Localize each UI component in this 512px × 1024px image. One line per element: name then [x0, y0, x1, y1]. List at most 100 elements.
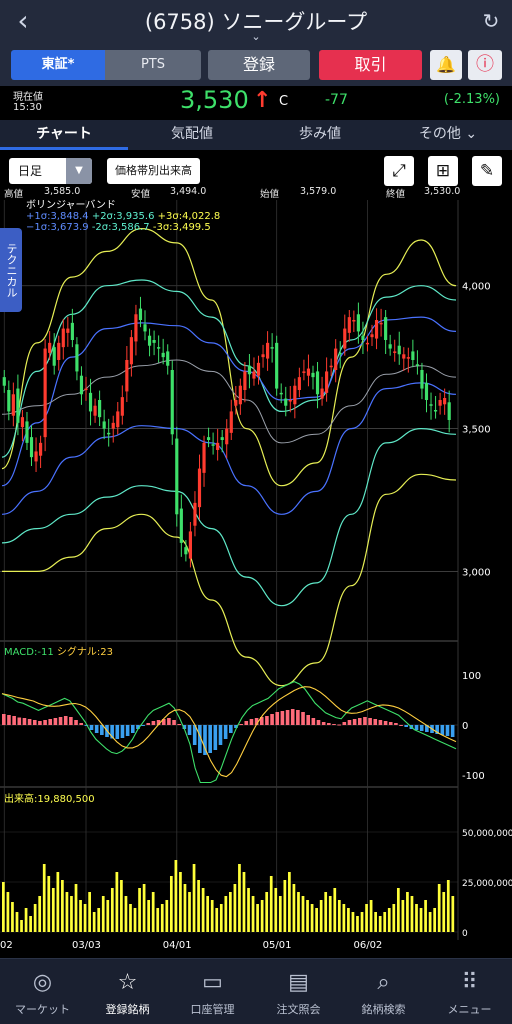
- tab-ticks[interactable]: 歩み値: [299, 126, 341, 142]
- macd-bar: [130, 725, 135, 733]
- quote-time: 15:30: [13, 102, 42, 113]
- tab-chart[interactable]: チャート: [0, 120, 128, 150]
- nav-market[interactable]: ◎ マーケット: [0, 959, 85, 1024]
- volume-bar: [351, 912, 355, 932]
- bb-minus2-line: [1, 427, 457, 607]
- macd-bar: [399, 725, 403, 726]
- current-price-label: 現在値: [13, 92, 43, 103]
- macd-bar: [172, 720, 176, 725]
- candle-body: [138, 308, 143, 320]
- volume-bar: [292, 884, 296, 932]
- volume-bar: [120, 880, 123, 932]
- bottom-nav: ◎ マーケット ☆ 登録銘柄 ▭ 口座管理 ▤ 注文照会 ⌕ 銘柄検索 ⠿ メニ…: [0, 958, 512, 1024]
- chart-grid: [0, 200, 459, 940]
- volume-bar: [2, 882, 5, 932]
- candle-body: [188, 531, 192, 559]
- volume-bar: [106, 900, 110, 932]
- candle-body: [311, 372, 315, 378]
- candle-body: [147, 335, 152, 346]
- refresh-icon[interactable]: ↻: [482, 9, 500, 33]
- info-icon[interactable]: ⓘ: [468, 50, 502, 80]
- candlesticks: [2, 296, 451, 568]
- pts-market-button[interactable]: PTS: [105, 50, 201, 80]
- technical-tab[interactable]: テクニカル: [0, 228, 22, 312]
- nav-menu[interactable]: ⠿ メニュー: [427, 959, 512, 1024]
- nav-watchlist[interactable]: ☆ 登録銘柄: [85, 959, 170, 1024]
- candle-body: [229, 411, 233, 433]
- stock-chart[interactable]: 4,000 3,500 3,000 02 03/03 04/01 05/01 06/02 100…: [0, 0, 512, 958]
- candle-body: [202, 442, 206, 473]
- macd-bar: [425, 725, 429, 732]
- candle-body: [397, 345, 401, 355]
- candle-body: [374, 320, 379, 339]
- register-button[interactable]: 登録: [208, 50, 310, 80]
- volume-bar: [269, 876, 273, 932]
- bb-minus3-line: [2, 473, 457, 687]
- macd-bar: [285, 710, 290, 725]
- macd-bar: [327, 723, 331, 725]
- bb-plus2-line: [1, 279, 457, 458]
- volume-bar: [396, 888, 400, 932]
- volume-bar: [451, 896, 455, 932]
- trade-button[interactable]: 取引: [319, 50, 422, 80]
- volume-bar: [274, 888, 278, 932]
- close-value: 3,530.0: [424, 186, 461, 197]
- macd-bar: [156, 720, 161, 725]
- macd-bar: [223, 725, 228, 739]
- candle-body: [170, 370, 174, 435]
- volume-bar: [265, 892, 269, 932]
- nav-label: メニュー: [447, 1003, 492, 1016]
- volume-by-price-button[interactable]: 価格帯別出来高: [107, 158, 200, 184]
- chevron-down-icon[interactable]: ⌄: [251, 30, 261, 43]
- candle-body: [184, 547, 188, 555]
- volume-bar: [115, 872, 119, 932]
- page-title[interactable]: (6758) ソニーグループ: [144, 10, 368, 34]
- nav-orders[interactable]: ▤ 注文照会: [256, 959, 341, 1024]
- volume-bar: [47, 876, 51, 932]
- macd-bar: [290, 709, 295, 725]
- volume-bar: [374, 912, 378, 932]
- bollinger-bands: [1, 227, 457, 687]
- candle-body: [61, 328, 65, 348]
- nav-account[interactable]: ▭ 口座管理: [170, 959, 255, 1024]
- candle-body: [102, 421, 106, 429]
- pencil-icon[interactable]: ✎: [472, 156, 502, 186]
- macd-bar: [125, 725, 130, 736]
- candle-body: [216, 442, 220, 450]
- volume-bar: [101, 896, 105, 932]
- candle-body: [356, 314, 360, 332]
- volume-tick-label: 50,000,000: [462, 829, 512, 839]
- volume-bar: [333, 888, 337, 932]
- macd-bar: [208, 725, 212, 753]
- macd-bar: [38, 721, 42, 725]
- macd-bar: [265, 716, 269, 725]
- tab-quotes[interactable]: 気配値: [171, 126, 213, 142]
- date-tick-label: 06/02: [353, 940, 382, 951]
- macd-bar: [187, 725, 192, 735]
- candle-body: [206, 437, 211, 440]
- nav-search[interactable]: ⌕ 銘柄検索: [341, 959, 426, 1024]
- tse-market-button[interactable]: 東証*: [11, 50, 105, 80]
- volume-bar: [392, 904, 396, 932]
- volume-bar: [383, 912, 387, 932]
- volume-bar: [97, 908, 101, 932]
- candle-body: [120, 397, 124, 416]
- period-select[interactable]: 日足 ▼: [9, 158, 92, 184]
- candle-body: [420, 370, 424, 389]
- macd-bar: [352, 719, 357, 725]
- candle-body: [379, 322, 383, 325]
- volume-bar: [406, 892, 409, 932]
- candle-body: [288, 400, 292, 402]
- tab-other[interactable]: その他 ⌄: [384, 120, 512, 150]
- volume-bar: [61, 880, 64, 932]
- fullscreen-icon[interactable]: ⤢: [384, 156, 414, 186]
- candle-body: [361, 335, 365, 340]
- bell-icon[interactable]: 🔔: [430, 50, 462, 80]
- bb-minus1: −1σ:3,673.9: [26, 222, 89, 233]
- candle-body: [157, 347, 161, 349]
- axis-labels: 4,000 3,500 3,000 02 03/03 04/01 05/01 06/02 100…: [0, 282, 512, 951]
- layout-grid-icon[interactable]: ⊞: [428, 156, 458, 186]
- macd-tick-label: -100: [462, 771, 485, 782]
- volume-bar: [147, 900, 151, 932]
- back-icon[interactable]: ‹: [17, 4, 29, 37]
